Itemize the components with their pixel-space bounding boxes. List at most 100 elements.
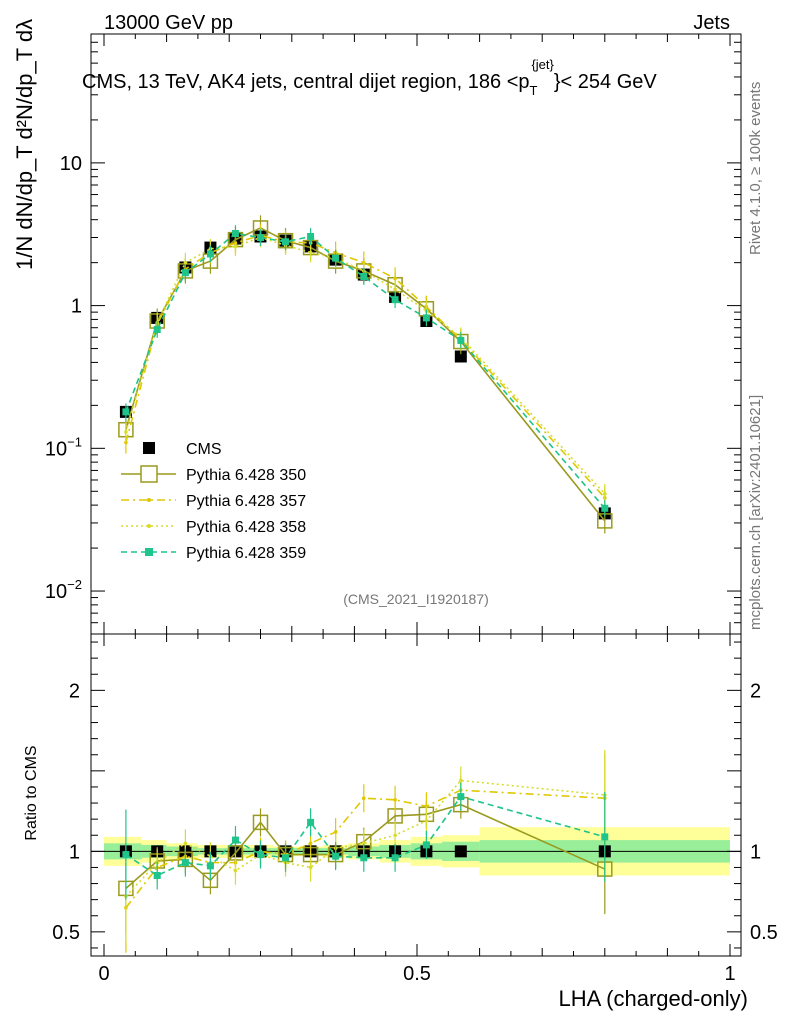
ratio-plot-frame [90,633,742,957]
data-point [282,854,290,862]
data-point [252,814,269,831]
x-tick-label: 0 [98,963,109,985]
legend-entry: Pythia 6.428 359 [121,545,306,562]
data-point [181,269,189,277]
legend-label: CMS [186,441,222,458]
data-point [282,238,290,246]
header-left: 13000 GeV pp [104,12,233,34]
data-point [332,852,340,860]
data-point [307,232,315,240]
data-point [391,296,399,304]
x-axis-label: LHA (charged-only) [558,986,748,1011]
axis-ticks: 0 0.5 1 10−2 10−1 1 10 0.5 0.5 1 1 2 2 [45,33,778,985]
y-tick-label-bottom-right: 2 [750,680,761,702]
data-point [233,244,238,249]
chart-title-tail: }< 254 GeV [554,71,658,93]
data-point [206,250,214,258]
ratio-line [125,779,605,897]
data-point [601,504,609,512]
data-point [183,260,188,265]
data-point [122,851,130,859]
series-pythia-6-428-359 [122,225,609,900]
y-tick-label-top: 10 [60,153,82,175]
data-point [393,276,397,281]
data-point [308,865,313,870]
legend-entry: CMS [143,441,222,458]
legend-label: Pythia 6.428 357 [186,493,306,510]
data-point [424,818,429,823]
data-point [231,836,239,844]
data-point [360,272,368,280]
data-point [231,230,239,238]
series-cms [119,230,611,858]
data-point [257,851,264,859]
data-point [459,778,463,783]
y-tick-label-bottom-right: 0.5 [750,922,778,944]
plot-frames [90,33,742,957]
x-tick-label: 0.5 [403,963,431,985]
data-series [118,215,613,953]
data-point [124,430,128,434]
data-point [206,862,214,870]
data-point [308,250,313,255]
data-point [361,841,366,846]
legend-marker [143,442,155,454]
y-axis-label-bottom: Ratio to CMS [23,745,40,840]
data-point [422,314,430,322]
data-point [422,841,430,849]
legend-entry: Pythia 6.428 350 [121,465,306,484]
data-point [333,830,338,834]
data-point [122,408,130,416]
data-point [457,793,465,801]
y-tick-label-bottom: 1 [69,841,80,863]
data-point [183,841,188,846]
data-point [233,868,238,873]
legend-label: Pythia 6.428 350 [186,467,306,484]
data-point [424,804,429,809]
data-point [153,872,161,879]
data-point [393,287,397,292]
data-point [307,818,315,826]
data-point [454,350,467,363]
y-tick-label-bottom-right: 1 [750,841,761,863]
data-point [603,492,607,496]
legend-entry: Pythia 6.428 358 [121,519,306,536]
chart-title-sub: T [530,83,538,98]
chart-title: CMS, 13 TeV, AK4 jets, central dijet reg… [82,57,657,98]
mcplots-label: mcplots.cern.ch [arXiv:2401.10621] [747,395,764,630]
data-point [361,796,366,801]
chart-title-main: CMS, 13 TeV, AK4 jets, central dijet reg… [82,71,530,93]
data-point [454,845,467,858]
data-point [393,833,397,838]
legend: CMS Pythia 6.428 350 Pythia 6.428 357 Pythi… [121,441,306,562]
data-point [153,326,161,334]
y-axis-label-top-text: 1/N dN/dp_T d²N/dp_T dλ [12,19,37,270]
legend-entry: Pythia 6.428 357 [121,493,306,510]
data-point [393,798,397,802]
data-point [391,854,399,862]
data-point [124,440,128,445]
ratio-line [125,789,605,909]
rivet-label: Rivet 4.1.0, ≥ 100k events [747,82,764,255]
data-point [257,234,264,242]
series-pythia-6-428-350 [118,215,613,934]
series-line [125,227,606,522]
data-point [457,336,465,344]
data-point [308,841,313,846]
y-tick-label-bottom: 0.5 [52,922,80,944]
legend-marker [147,498,151,502]
y-tick-label-top: 10−1 [45,434,82,460]
legend-marker [147,524,151,528]
y-axis-label-top: 1/N dN/dp_T d²N/dp_T dλ [12,19,37,270]
chart-title-sup: {jet} [531,57,554,72]
y-tick-label-top: 10−2 [45,577,82,603]
y-tick-label-top: 1 [71,296,82,318]
header-right: Jets [693,12,730,34]
ratio-line [125,795,606,877]
legend-marker [145,548,153,556]
legend-marker [140,465,158,483]
data-point [601,833,609,841]
series-line [125,234,606,499]
data-point [181,859,189,867]
